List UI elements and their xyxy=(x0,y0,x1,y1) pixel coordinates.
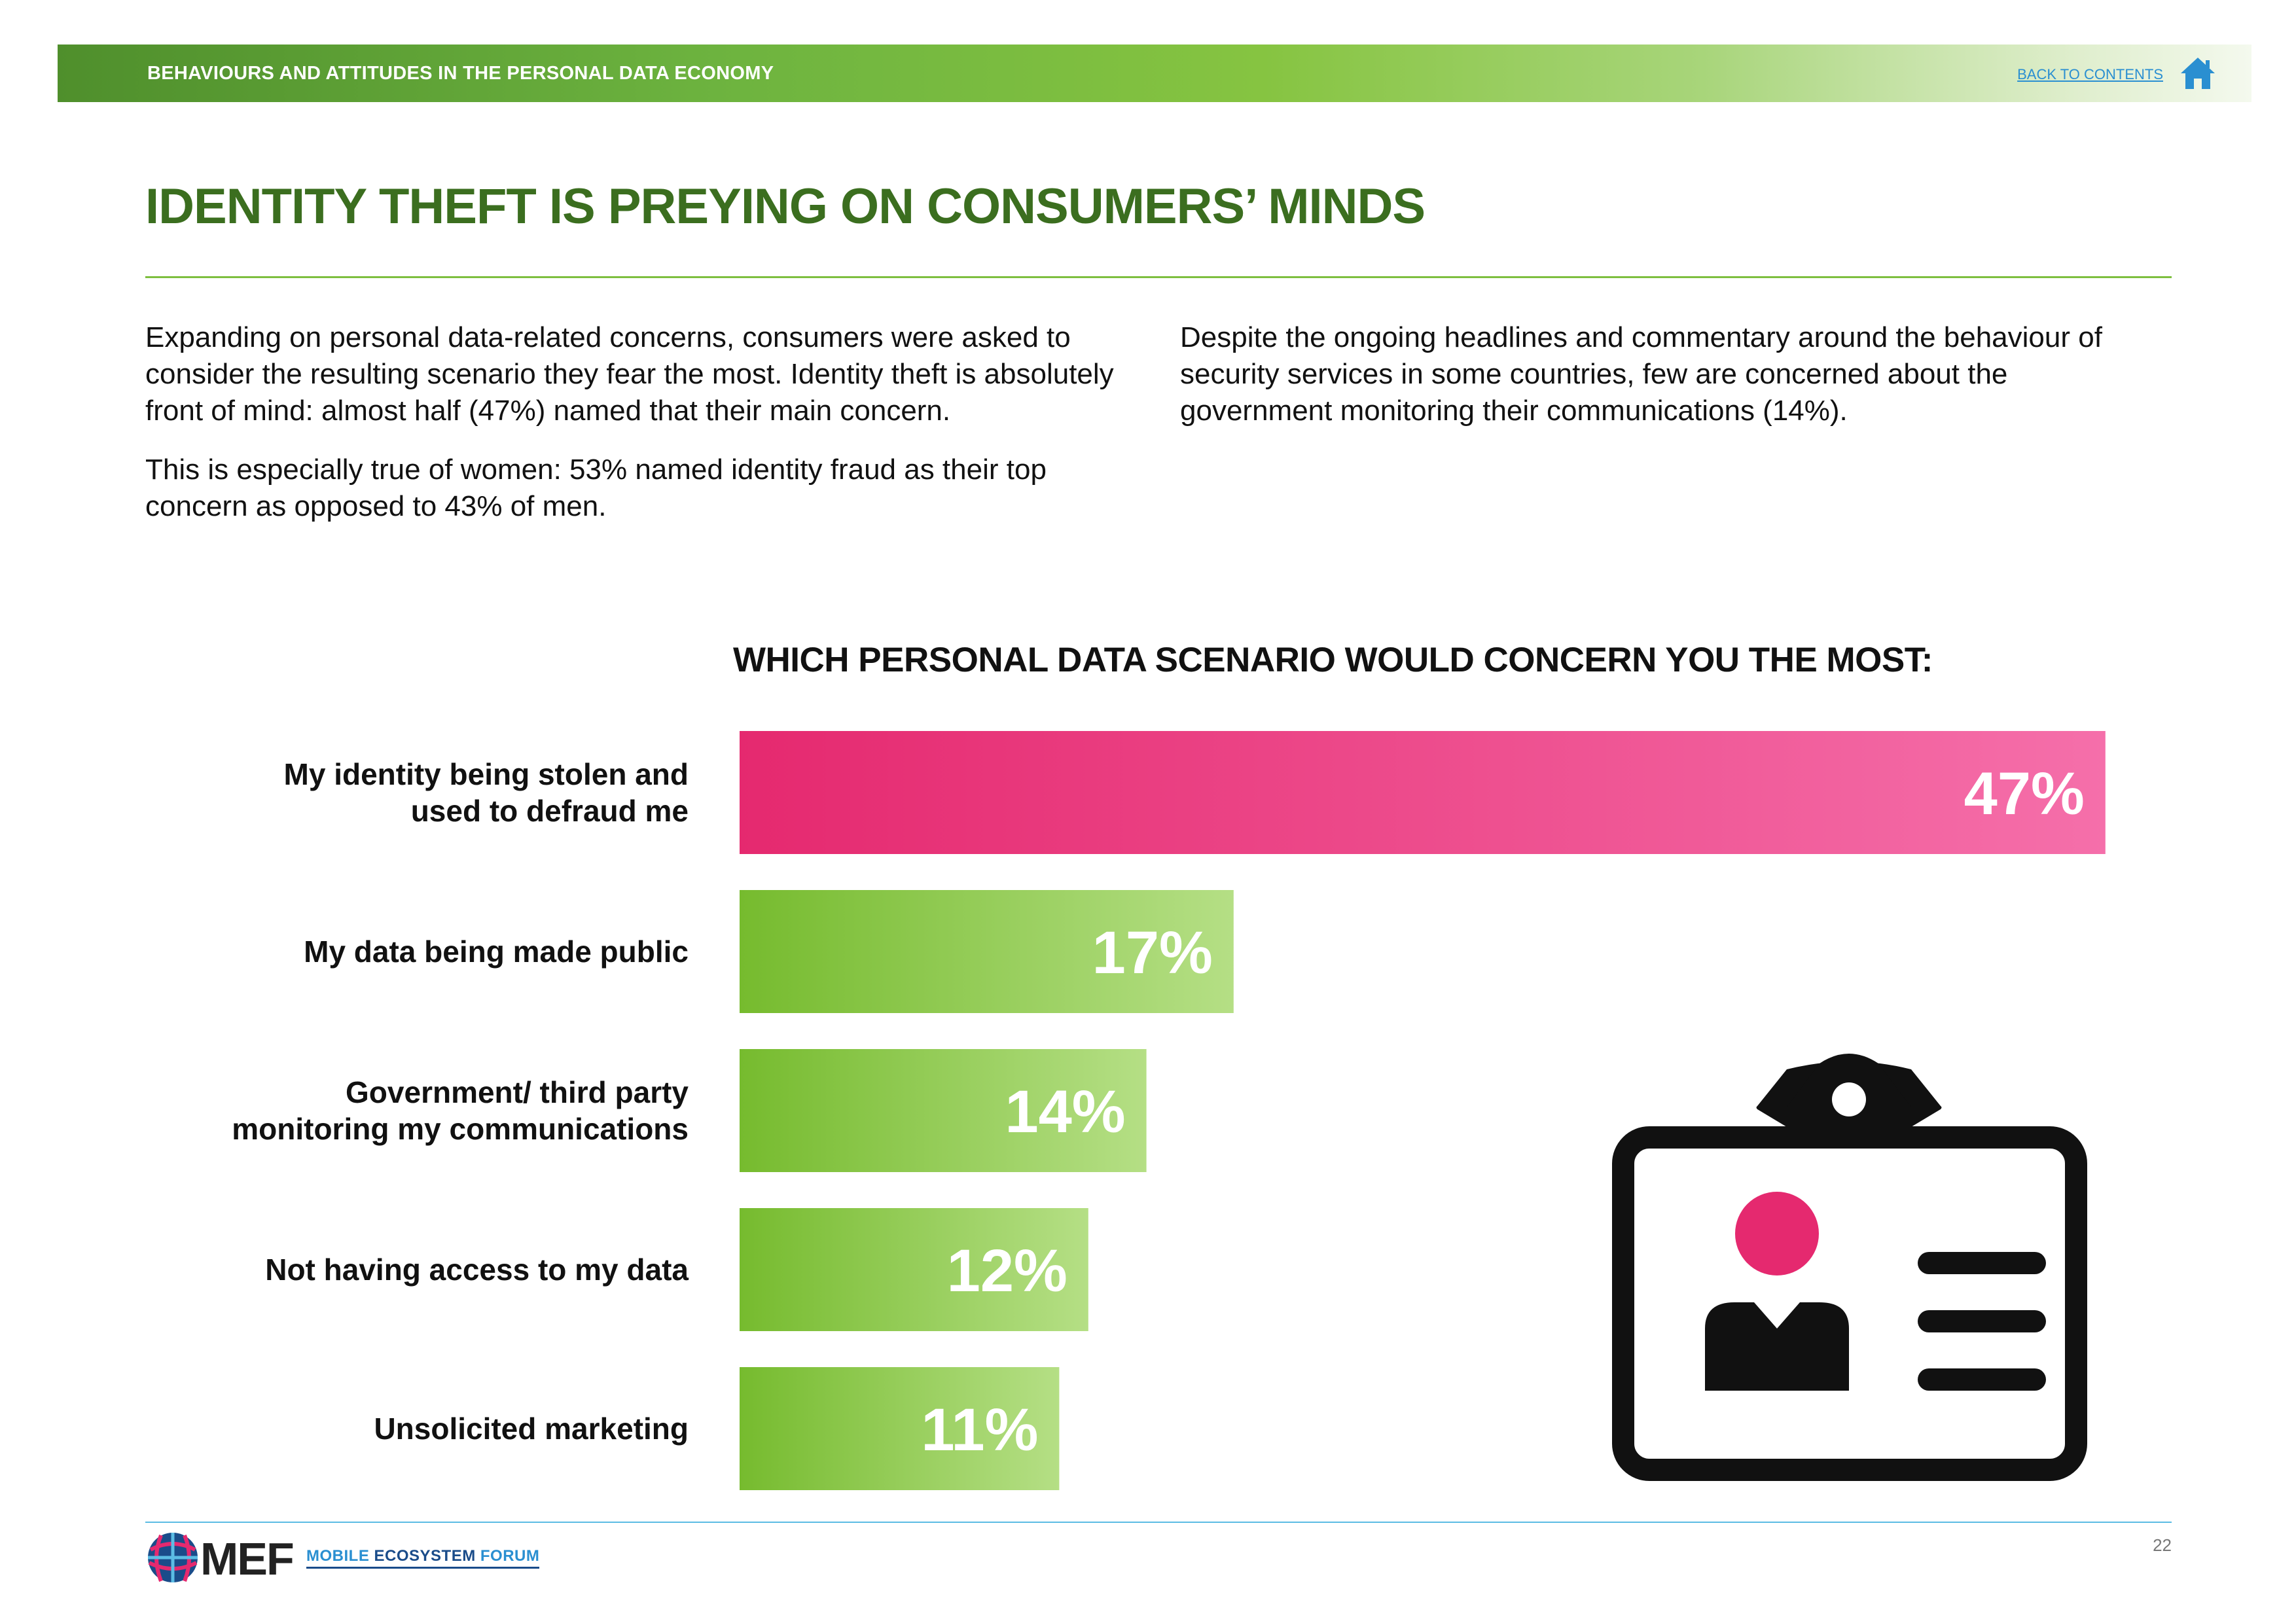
logo-subtitle: MOBILE ECOSYSTEM FORUM xyxy=(306,1547,540,1569)
logo-subtitle-part: ECOSYSTEM xyxy=(369,1547,480,1565)
left-text-column: Expanding on personal data-related conce… xyxy=(145,319,1121,547)
paragraph: Expanding on personal data-related conce… xyxy=(145,321,1114,427)
bar-value-label: 14% xyxy=(1005,1079,1125,1145)
category-label: monitoring my communications xyxy=(232,1112,689,1146)
bar-4 xyxy=(740,1367,1060,1490)
paragraph: Despite the ongoing headlines and commen… xyxy=(1180,321,2102,427)
mef-logo: MEF MOBILE ECOSYSTEM FORUM xyxy=(145,1530,551,1589)
category-label: My data being made public xyxy=(304,935,689,969)
footer-divider xyxy=(145,1522,2172,1523)
category-label: used to defraud me xyxy=(411,794,689,828)
chart-title: WHICH PERSONAL DATA SCENARIO WOULD CONCE… xyxy=(733,641,1933,679)
title-divider xyxy=(145,276,2172,278)
logo-subtitle-part: FORUM xyxy=(480,1547,540,1565)
back-to-contents-link[interactable]: BACK TO CONTENTS xyxy=(2017,66,2163,82)
header-band: BEHAVIOURS AND ATTITUDES IN THE PERSONAL… xyxy=(58,45,2251,102)
category-label: Not having access to my data xyxy=(265,1253,689,1287)
page-title: IDENTITY THEFT IS PREYING ON CONSUMERS’ … xyxy=(145,179,1426,234)
bar-2 xyxy=(740,1049,1147,1172)
page-number: 22 xyxy=(2153,1535,2172,1555)
category-label: My identity being stolen and xyxy=(284,757,689,791)
logo-subtitle-part: MOBILE xyxy=(306,1547,370,1565)
bar-3 xyxy=(740,1208,1088,1331)
category-label: Unsolicited marketing xyxy=(374,1412,689,1446)
category-label: Government/ third party xyxy=(346,1075,689,1109)
report-title: BEHAVIOURS AND ATTITUDES IN THE PERSONAL… xyxy=(147,63,774,84)
id-badge-icon xyxy=(1612,1054,2087,1481)
bar-value-label: 17% xyxy=(1092,919,1213,986)
bar-value-label: 11% xyxy=(921,1397,1038,1463)
globe-icon xyxy=(148,1533,198,1582)
bar-1 xyxy=(740,890,1234,1013)
right-text-column: Despite the ongoing headlines and commen… xyxy=(1180,319,2155,452)
logo-wordmark: MEF xyxy=(200,1533,295,1584)
home-icon[interactable] xyxy=(2178,55,2217,92)
paragraph: This is especially true of women: 53% na… xyxy=(145,454,1047,522)
bar-0 xyxy=(740,731,2106,854)
bar-value-label: 12% xyxy=(947,1238,1067,1304)
bar-value-label: 47% xyxy=(1964,760,2085,827)
